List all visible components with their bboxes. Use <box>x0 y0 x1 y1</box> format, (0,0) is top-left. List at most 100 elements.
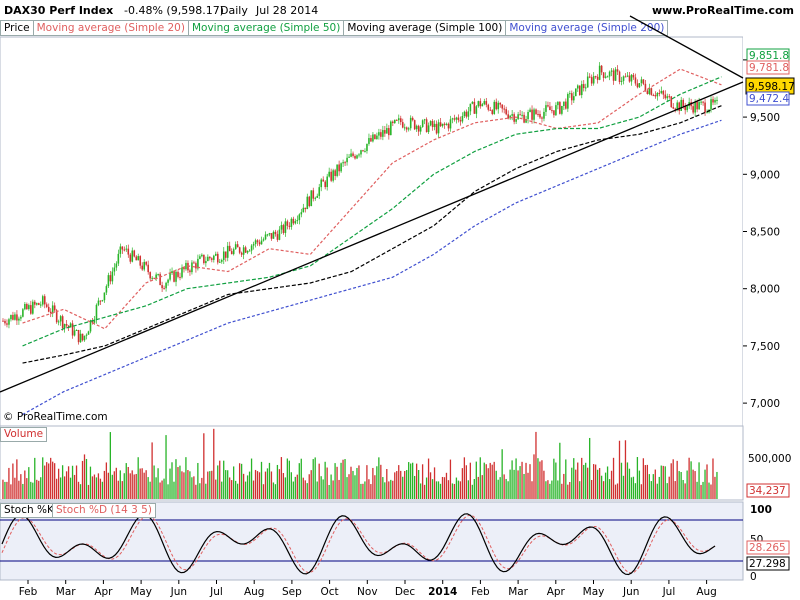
candle-body <box>503 108 505 110</box>
volume-bar <box>429 472 432 499</box>
volume-bar <box>40 477 42 499</box>
volume-bar <box>451 483 454 499</box>
site-url[interactable]: www.ProRealTime.com <box>651 4 794 17</box>
price-panel[interactable] <box>0 36 744 427</box>
candle-body <box>384 130 386 134</box>
candle-body <box>614 69 617 81</box>
candle-body <box>465 111 468 117</box>
candle-body <box>497 102 500 110</box>
volume-bar <box>231 480 233 499</box>
volume-bar <box>151 442 153 499</box>
candle-body <box>147 264 149 273</box>
candle-body <box>43 296 46 305</box>
sma50-tag-box <box>746 60 790 75</box>
candle-body <box>642 79 645 84</box>
volume-bar <box>157 468 159 499</box>
candle-body <box>234 244 237 250</box>
candle-body <box>682 99 684 107</box>
candle-body <box>185 262 187 270</box>
stoch-k-label[interactable]: Stoch %K <box>0 503 58 518</box>
volume-bar <box>433 467 436 499</box>
volume-bar <box>153 465 155 499</box>
volume-bar <box>250 458 253 499</box>
volume-bar <box>105 462 108 499</box>
volume-bar <box>640 484 643 499</box>
volume-bar <box>686 470 688 499</box>
month-label: Jul <box>662 586 676 598</box>
candle-body <box>640 79 643 84</box>
volume-bar <box>372 467 374 499</box>
volume-bar <box>648 474 650 499</box>
legend-sma50[interactable]: Moving average (Simple 50) <box>188 20 345 36</box>
candle-body <box>220 260 223 262</box>
volume-bar <box>602 481 605 499</box>
candle-body <box>588 76 591 78</box>
candle-body <box>284 221 287 233</box>
volume-bar <box>413 475 416 499</box>
stoch-d-label[interactable]: Stoch %D (14 3 5) <box>52 503 156 518</box>
volume-bar <box>585 462 587 499</box>
volume-bar <box>183 472 185 499</box>
volume-bar <box>143 472 145 499</box>
volume-bar <box>702 481 704 499</box>
candle-body <box>224 251 227 258</box>
candle-body <box>680 99 683 111</box>
volume-bar <box>137 457 139 499</box>
volume-bar <box>583 464 585 499</box>
candle-body <box>563 101 565 106</box>
candle-body <box>399 118 402 123</box>
volume-bar <box>306 483 308 499</box>
candle-body <box>187 262 189 271</box>
candle-body <box>594 76 597 78</box>
volume-bar <box>69 477 72 499</box>
volume-bar <box>579 481 581 499</box>
candle-body <box>352 153 354 156</box>
candle-body <box>660 90 663 94</box>
candle-body <box>411 117 414 121</box>
volume-bar <box>2 479 4 499</box>
legend-sma100[interactable]: Moving average (Simple 100) <box>344 20 507 36</box>
candle-body <box>620 80 623 82</box>
volume-bar <box>262 484 265 499</box>
candle-body <box>457 117 460 121</box>
volume-bar <box>169 468 171 499</box>
volume-bar <box>370 484 372 499</box>
legend-sma20[interactable]: Moving average (Simple 20) <box>33 20 189 36</box>
candle-body <box>624 76 627 78</box>
candle-body <box>419 127 422 132</box>
candle-body <box>213 255 215 260</box>
timeframe-label[interactable]: Daily <box>220 4 248 17</box>
volume-bar <box>553 458 555 499</box>
volume-bar <box>248 471 251 499</box>
legend-price[interactable]: Price <box>0 20 34 36</box>
legend-sma200[interactable]: Moving average (Simple 200) <box>506 20 669 36</box>
candle-body <box>372 134 374 142</box>
candle-body <box>131 250 134 262</box>
candle-body <box>173 271 175 282</box>
candle-body <box>121 246 124 250</box>
candle-body <box>264 234 267 240</box>
volume-bar <box>298 463 300 499</box>
volume-label[interactable]: Volume <box>0 427 48 442</box>
candle-body <box>441 123 444 127</box>
volume-bar <box>380 464 382 499</box>
candle-body <box>145 261 147 265</box>
volume-bar <box>712 458 714 499</box>
candle-body <box>362 150 364 152</box>
candle-body <box>632 74 635 78</box>
volume-bar <box>286 458 289 499</box>
change-readout: -0.48% (9,598.17) <box>124 4 224 17</box>
candle-body <box>505 109 507 115</box>
volume-bar <box>676 460 678 499</box>
volume-bar <box>159 482 161 499</box>
candle-body <box>648 88 651 94</box>
volume-bar <box>549 483 551 499</box>
volume-bar <box>628 468 631 499</box>
volume-bar <box>620 462 623 499</box>
candle-body <box>288 225 291 227</box>
volume-bar <box>75 465 78 499</box>
candle-body <box>159 274 161 286</box>
candle-body <box>360 150 362 155</box>
volume-bar <box>559 442 561 499</box>
